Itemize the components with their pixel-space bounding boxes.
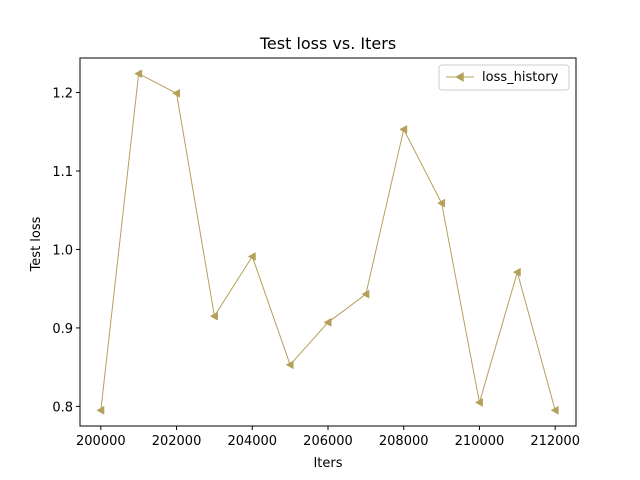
data-point — [550, 405, 559, 415]
axis-ticks: 200000 202000 204000 206000 208000 210000 2120… — [52, 87, 580, 449]
legend-box — [438, 64, 570, 91]
data-point — [399, 124, 408, 134]
data-point — [172, 88, 180, 98]
data-point — [361, 289, 370, 299]
legend-label: loss_history — [482, 70, 559, 85]
x-tick-label: 206000 — [303, 434, 353, 449]
plot-frame — [79, 57, 577, 427]
x-tick-label: 202000 — [152, 434, 202, 449]
data-point — [437, 198, 446, 208]
plot-area — [79, 57, 577, 427]
x-tick-label: 204000 — [227, 434, 277, 449]
data-point — [209, 311, 218, 321]
data-point — [285, 360, 294, 370]
y-tick-label: 1.2 — [52, 87, 73, 102]
x-tick-label: 210000 — [455, 434, 505, 449]
x-tick-label: 200000 — [76, 434, 126, 449]
data-point — [96, 405, 105, 415]
data-point — [323, 318, 332, 327]
chart-title: Test loss vs. Iters — [259, 34, 396, 53]
data-point — [512, 267, 521, 277]
y-tick-label: 1.1 — [52, 165, 73, 180]
series-layer — [96, 69, 559, 415]
y-axis-label: Test loss — [29, 216, 44, 272]
data-point — [247, 252, 256, 261]
legend-marker — [454, 72, 464, 82]
x-axis-label: Iters — [313, 456, 342, 471]
y-tick-label: 0.8 — [52, 400, 73, 415]
x-tick-label: 208000 — [379, 434, 429, 449]
y-tick-label: 1.0 — [52, 243, 73, 258]
x-tick-label: 212000 — [530, 434, 580, 449]
data-point — [134, 69, 143, 79]
legend: loss_history — [438, 64, 570, 91]
data-point — [474, 398, 483, 407]
y-tick-label: 0.9 — [52, 322, 73, 337]
